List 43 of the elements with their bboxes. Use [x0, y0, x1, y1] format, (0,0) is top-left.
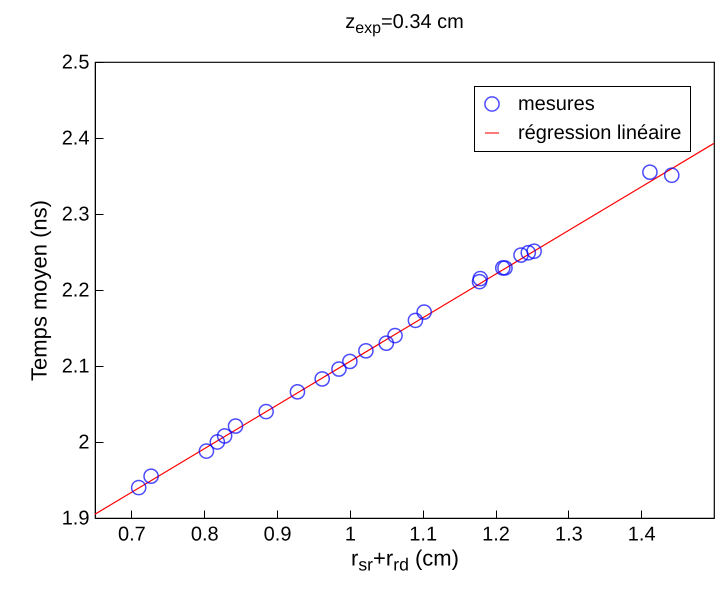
y-tick-label: 1.9 [62, 508, 90, 530]
point [378, 335, 394, 352]
x-tick-label: 1.1 [409, 524, 438, 546]
x-tick-label: 1 [344, 524, 356, 546]
point [210, 434, 226, 450]
legend-label: mesures [518, 93, 595, 115]
y-tick-label: 2.3 [62, 204, 90, 226]
x-tick-label: 1.2 [482, 524, 510, 546]
point [416, 304, 432, 320]
point [314, 371, 330, 387]
y-axis-title: Temps moyen (ns) [26, 200, 52, 381]
point [513, 247, 529, 263]
y-tick-label: 2.4 [62, 128, 90, 150]
point [216, 428, 232, 444]
x-tick-label: 0.9 [264, 524, 292, 546]
point [342, 354, 358, 370]
y-tick-label: 2.1 [62, 356, 90, 378]
point [290, 384, 306, 400]
legend-label: régression linéaire [518, 122, 682, 144]
y-tick-label: 2.5 [62, 52, 90, 74]
point [228, 418, 244, 434]
point [408, 312, 424, 328]
point [526, 243, 542, 260]
x-tick-label: 1.3 [554, 524, 583, 546]
point [258, 404, 274, 420]
y-tick-label: 2 [78, 432, 90, 454]
x-tick-label: 0.8 [190, 524, 219, 546]
point [520, 244, 536, 261]
point [198, 443, 214, 459]
point [358, 342, 374, 359]
y-tick-label: 2.2 [62, 280, 90, 302]
x-tick-label: 1.4 [628, 524, 656, 546]
point [472, 270, 488, 286]
point [130, 480, 147, 496]
chart-title: z$_{exp}$=0.34 cm [345, 11, 464, 37]
x-tick-label: 0.7 [118, 524, 146, 546]
x-axis-title: r$_{sr}$+r$_{rd}$ (cm) [351, 546, 459, 575]
point [143, 468, 159, 484]
point [664, 167, 680, 184]
point [472, 274, 488, 290]
point [387, 328, 403, 344]
point [642, 164, 658, 180]
point [331, 361, 347, 377]
